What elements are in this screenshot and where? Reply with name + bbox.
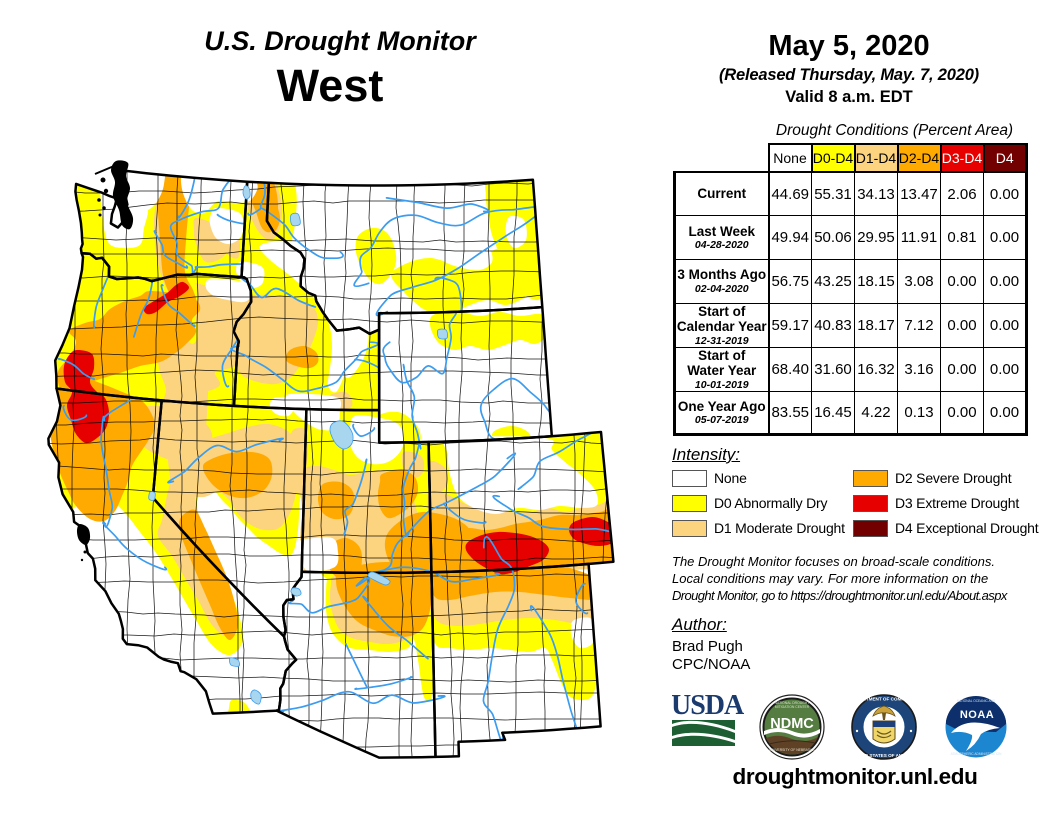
svg-text:NOAA: NOAA — [960, 709, 994, 721]
svg-text:NATIONAL DROUGHT: NATIONAL DROUGHT — [775, 701, 810, 705]
svg-text:NATIONAL OCEANIC AND: NATIONAL OCEANIC AND — [957, 699, 996, 703]
svg-text:NDMC: NDMC — [770, 716, 814, 732]
svg-text:USDA: USDA — [672, 690, 745, 721]
svg-text:ATMOSPHERIC ADMINISTRATION: ATMOSPHERIC ADMINISTRATION — [951, 752, 1003, 756]
svg-text:MITIGATION CENTER: MITIGATION CENTER — [775, 705, 810, 709]
svg-text:DEPARTMENT OF COMMERCE: DEPARTMENT OF COMMERCE — [850, 697, 918, 702]
svg-text:UNIVERSITY OF NEBRASKA: UNIVERSITY OF NEBRASKA — [769, 748, 815, 752]
svg-text:UNITED STATES OF AMERICA: UNITED STATES OF AMERICA — [851, 753, 918, 758]
